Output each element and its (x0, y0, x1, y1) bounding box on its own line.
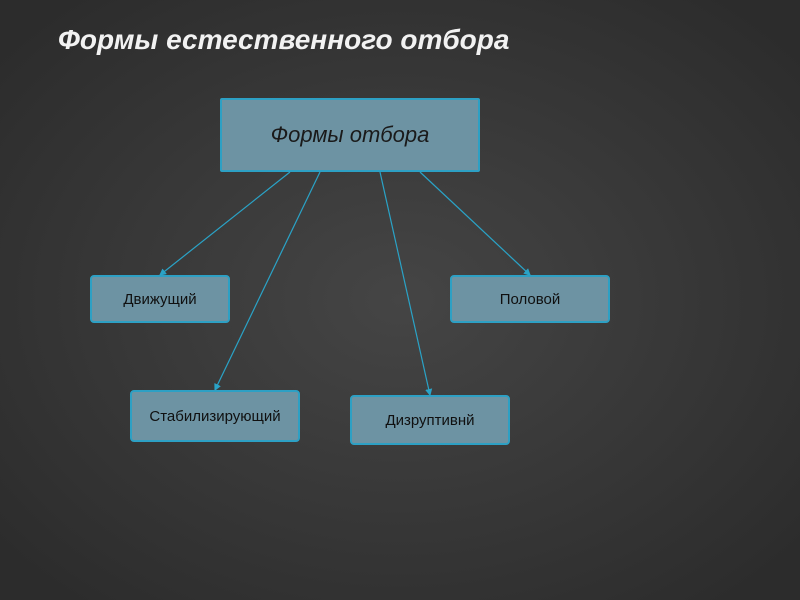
node-disruptive: Дизруптивнй (350, 395, 510, 445)
node-stabilizing: Стабилизирующий (130, 390, 300, 442)
node-root: Формы отбора (220, 98, 480, 172)
node-stabilizing-label: Стабилизирующий (149, 408, 280, 425)
node-root-label: Формы отбора (271, 122, 430, 148)
slide-title: Формы естественного отбора (58, 24, 509, 56)
node-disruptive-label: Дизруптивнй (385, 412, 474, 429)
node-driving: Движущий (90, 275, 230, 323)
node-sexual: Половой (450, 275, 610, 323)
slide: Формы естественного отбора Формы отбора … (0, 0, 800, 600)
node-driving-label: Движущий (123, 291, 196, 308)
node-sexual-label: Половой (500, 291, 561, 308)
